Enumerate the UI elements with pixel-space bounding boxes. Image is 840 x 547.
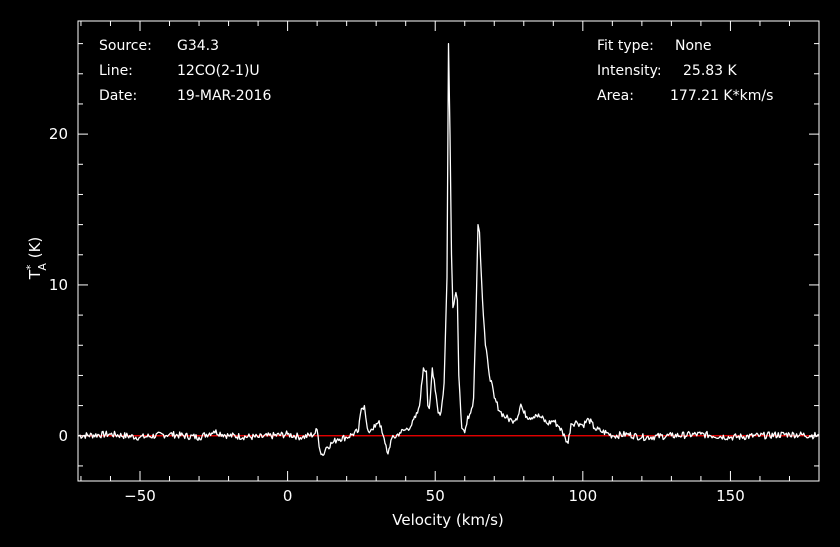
- header-area-value: 177.21 K*km/s: [670, 88, 773, 104]
- header-line-value: 12CO(2-1)U: [177, 63, 260, 79]
- x-axis-title: Velocity (km/s): [392, 511, 503, 529]
- header-intensity-value: 25.83 K: [683, 63, 738, 79]
- header-intensity-label: Intensity:: [597, 63, 662, 79]
- header-line-label: Line:: [99, 63, 133, 79]
- y-axis-title-main: T: [26, 269, 44, 280]
- header-date-value: 19-MAR-2016: [177, 88, 271, 104]
- header-source-label: Source:: [99, 38, 152, 54]
- header-fittype-label: Fit type:: [597, 38, 654, 54]
- y-tick-label: 0: [58, 427, 68, 445]
- header-area-label: Area:: [597, 88, 634, 104]
- header-fittype-value: None: [675, 38, 712, 54]
- spectrum-series-0: [78, 42, 820, 457]
- plot-frame: [77, 20, 820, 482]
- x-tick-label: −50: [124, 487, 156, 505]
- header-source-value: G34.3: [177, 38, 219, 54]
- y-axis-title: T*A (K): [24, 237, 49, 281]
- y-axis-title-sub: A: [36, 263, 49, 271]
- y-tick-label: 20: [49, 125, 68, 143]
- y-axis-title-sup: *: [24, 264, 37, 270]
- y-tick-label: 10: [49, 276, 68, 294]
- x-tick-label: 50: [426, 487, 445, 505]
- axes-layer: −50 0 50 100 150 0 10 20: [49, 20, 820, 505]
- header-info: Source: G34.3 Line: 12CO(2-1)U Date: 19-…: [99, 38, 773, 104]
- x-tick-label: 100: [569, 487, 598, 505]
- x-tick-label: 0: [283, 487, 293, 505]
- y-axis-title-unit: (K): [26, 237, 44, 263]
- x-tick-label: 150: [716, 487, 745, 505]
- series-layer: [78, 42, 820, 457]
- header-date-label: Date:: [99, 88, 137, 104]
